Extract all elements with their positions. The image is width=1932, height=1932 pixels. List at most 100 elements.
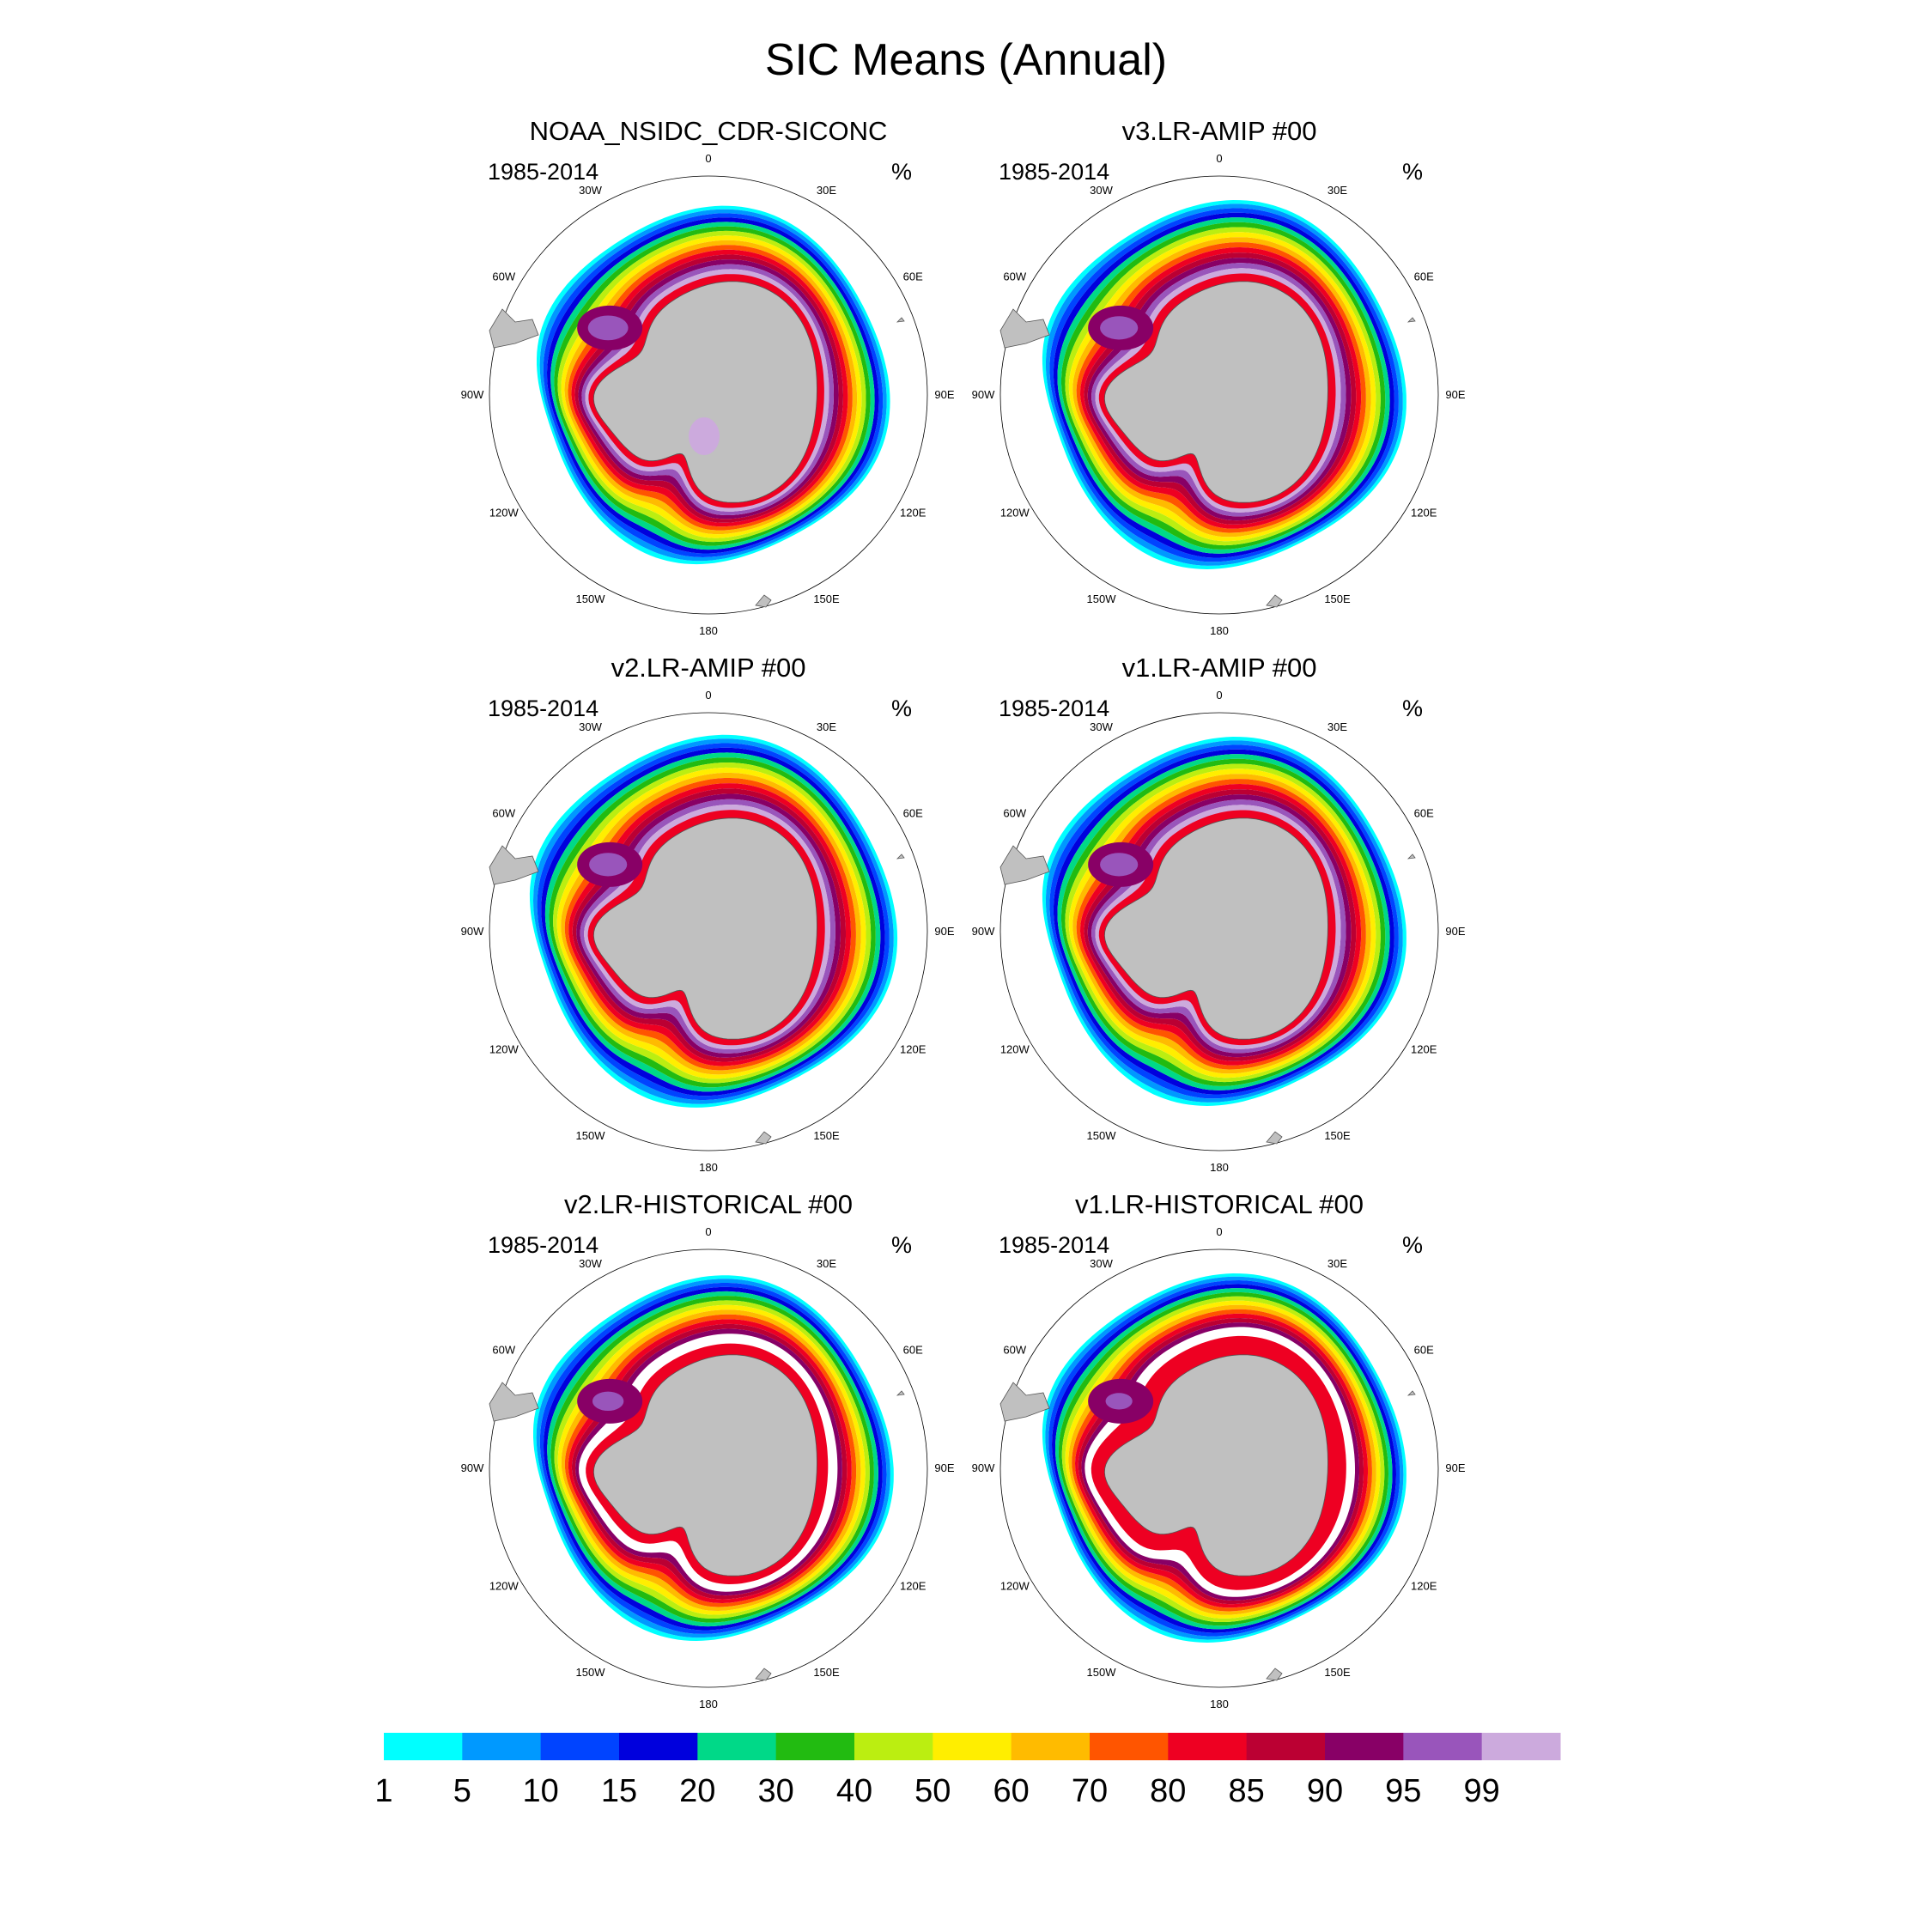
lon-label: 120E: [1411, 1043, 1437, 1056]
lon-label: 120E: [1411, 507, 1437, 519]
lon-label: 120E: [900, 507, 927, 519]
colorbar-swatch: [384, 1733, 463, 1760]
lon-label: 0: [1216, 152, 1222, 165]
colorbar-tick-label: 5: [453, 1773, 471, 1809]
colorbar-swatch: [619, 1733, 698, 1760]
map-panel-v3amip: v3.LR-AMIP #00 1985-2014% 0 30E 60E 90E 120E 15…: [972, 116, 1765, 648]
lon-label: 90E: [934, 388, 954, 401]
lon-label: 90W: [972, 388, 995, 401]
lon-label: 120W: [489, 1580, 519, 1593]
colorbar-tick-label: 85: [1229, 1773, 1265, 1809]
south-america-tip: [999, 308, 1050, 349]
panel-units: %: [1402, 1232, 1424, 1258]
lon-label: 180: [1210, 1161, 1229, 1174]
antarctica-land: [592, 1354, 817, 1577]
colorbar-swatch: [540, 1733, 620, 1760]
island: [1406, 854, 1416, 860]
lon-label: 180: [699, 1161, 718, 1174]
lon-label: 30E: [817, 184, 836, 197]
lon-label: 0: [705, 152, 711, 165]
lon-label: 150E: [1324, 1129, 1351, 1142]
lon-label: 150W: [576, 592, 606, 605]
lon-label: 90W: [972, 1461, 995, 1474]
lon-label: 150E: [813, 1666, 840, 1679]
panel-period: 1985-2014: [999, 1232, 1110, 1258]
island: [1406, 317, 1416, 323]
lon-label: 120W: [489, 1043, 519, 1056]
ice-shelf: [689, 417, 720, 455]
lon-label: 30E: [1327, 720, 1347, 733]
lon-label: 150E: [1324, 592, 1351, 605]
lon-label: 60W: [492, 1344, 515, 1357]
panel-title: v1.LR-HISTORICAL #00: [1075, 1189, 1364, 1219]
sic-band-coastal: [587, 810, 825, 1046]
weddell-core-max: [1105, 1393, 1133, 1410]
panel-units: %: [1402, 159, 1424, 185]
colorbar-swatch: [1168, 1733, 1248, 1760]
lon-label: 90E: [934, 925, 954, 938]
lon-label: 30E: [817, 1257, 836, 1270]
lon-label: 90E: [1445, 388, 1465, 401]
colorbar-swatch: [1246, 1733, 1326, 1760]
lon-label: 60W: [492, 807, 515, 820]
south-america-tip: [489, 845, 539, 885]
island: [896, 854, 905, 860]
panel-units: %: [891, 1232, 913, 1258]
weddell-core-max: [1100, 316, 1139, 340]
weddell-core-max: [589, 853, 628, 877]
lon-label: 0: [1216, 689, 1222, 702]
panel-period: 1985-2014: [999, 696, 1110, 721]
new-zealand-tip: [755, 1131, 772, 1145]
panel-period: 1985-2014: [999, 159, 1110, 185]
antarctica-land: [1103, 817, 1328, 1040]
colorbar-swatch: [854, 1733, 933, 1760]
lon-label: 90E: [1445, 925, 1465, 938]
panel-units: %: [891, 159, 913, 185]
antarctica-land: [592, 817, 817, 1040]
lon-label: 30E: [1327, 1257, 1347, 1270]
new-zealand-tip: [755, 1668, 772, 1681]
lon-label: 150W: [1087, 1129, 1117, 1142]
lon-label: 150E: [813, 592, 840, 605]
lon-label: 30W: [1090, 720, 1113, 733]
antarctica-land: [592, 281, 817, 503]
lon-label: 120E: [900, 1580, 927, 1593]
panel-title: v2.LR-AMIP #00: [611, 653, 806, 683]
sic-band-coastal: [1091, 1335, 1346, 1590]
island: [1406, 1390, 1416, 1396]
panel-title: v3.LR-AMIP #00: [1121, 116, 1317, 146]
lon-label: 60E: [903, 1344, 923, 1357]
lon-label: 60E: [1414, 807, 1434, 820]
colorbar-swatch: [1481, 1733, 1561, 1760]
colorbar-tick-label: 1: [374, 1773, 392, 1809]
colorbar-tick-label: 60: [993, 1773, 1030, 1809]
lon-label: 150W: [576, 1666, 606, 1679]
lon-label: 120W: [489, 507, 519, 519]
lon-label: 60E: [1414, 270, 1434, 283]
sic-band-coastal: [588, 274, 824, 508]
colorbar-tick-label: 50: [914, 1773, 951, 1809]
south-america-tip: [999, 1382, 1050, 1422]
map-panel-obs: NOAA_NSIDC_CDR-SICONC 1985-2014% 0 30E 60E 90…: [461, 116, 1254, 648]
lon-label: 60W: [1003, 807, 1026, 820]
colorbar-swatch: [933, 1733, 1012, 1760]
lon-label: 120E: [1411, 1580, 1437, 1593]
lon-label: 30E: [1327, 184, 1347, 197]
panel-period: 1985-2014: [488, 159, 599, 185]
lon-label: 60E: [1414, 1344, 1434, 1357]
lon-label: 150E: [813, 1129, 840, 1142]
lon-label: 120E: [900, 1043, 927, 1056]
lon-label: 150W: [1087, 592, 1117, 605]
polar-map: 0 30E 60E 90E 120E 150E 180 150W 120W 90W 60W 30W: [972, 689, 1466, 1174]
colorbar-tick-label: 80: [1150, 1773, 1186, 1809]
lon-label: 30W: [1090, 1257, 1113, 1270]
lon-label: 150E: [1324, 1666, 1351, 1679]
colorbar-tick-label: 10: [523, 1773, 559, 1809]
lon-label: 0: [705, 689, 711, 702]
lon-label: 60W: [492, 270, 515, 283]
polar-map: 0 30E 60E 90E 120E 150E 180 150W 120W 90W 60W 30W: [461, 1225, 955, 1710]
new-zealand-tip: [1266, 1668, 1283, 1681]
lon-label: 30W: [579, 1257, 602, 1270]
lon-label: 0: [1216, 1225, 1222, 1238]
lon-label: 180: [699, 1698, 718, 1710]
